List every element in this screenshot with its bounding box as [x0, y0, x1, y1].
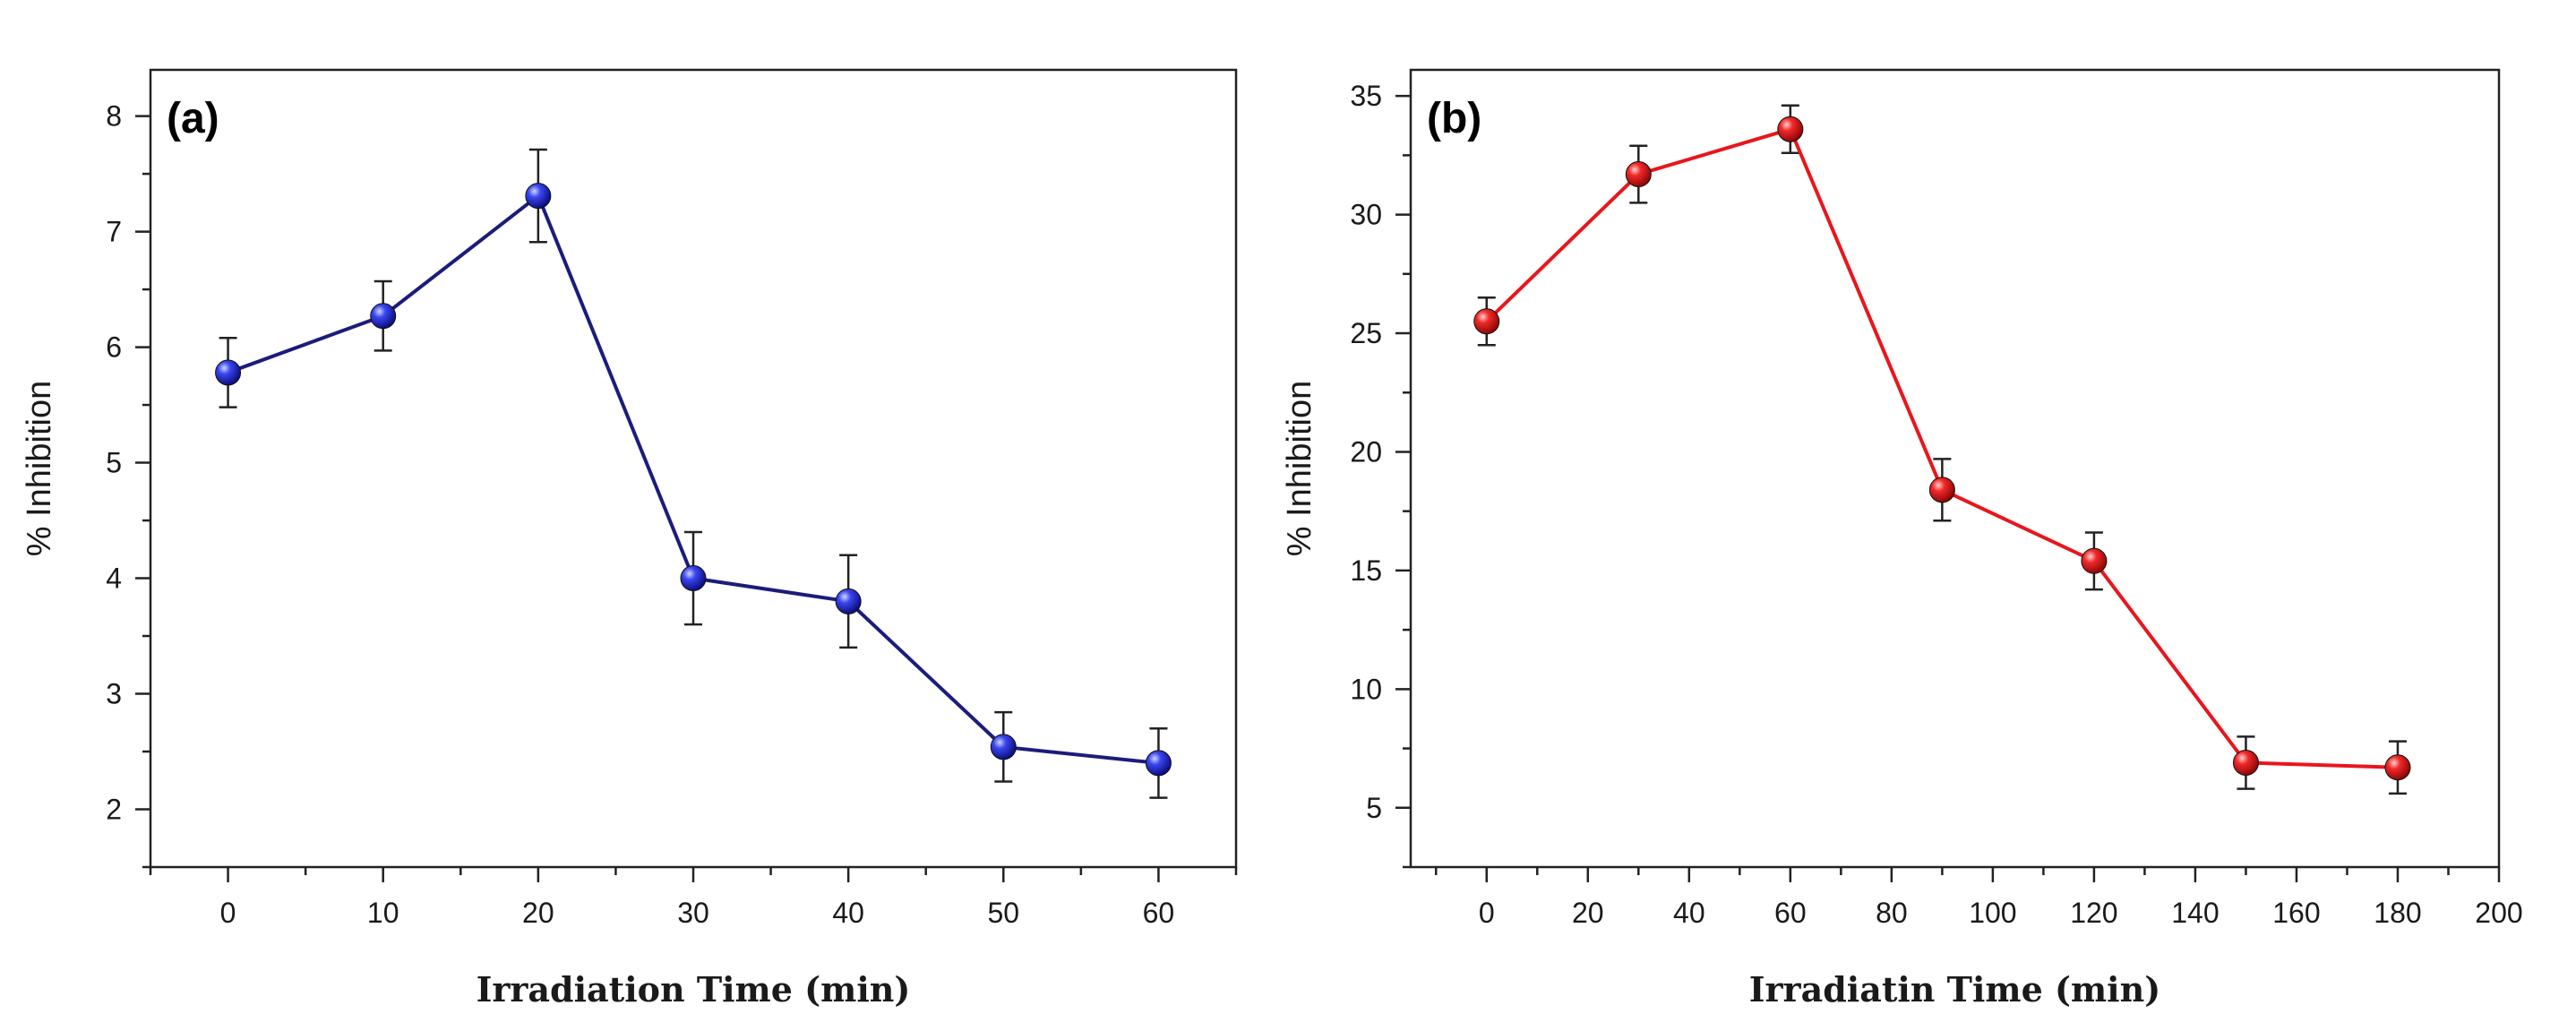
- panel-label-a: (a): [167, 95, 219, 142]
- y-axis-title-b: % Inhibition: [1281, 381, 1318, 556]
- series-line-path-b: [1485, 127, 2399, 769]
- plot-frame-a: [149, 68, 1238, 869]
- data-point-a: [525, 183, 552, 210]
- y-tick-label-b: 10: [1350, 673, 1382, 705]
- x-tick-label-a: 30: [677, 897, 709, 929]
- x-axis-title-b: Irradiatin Time (min): [1749, 969, 2160, 1010]
- x-tick-label-b: 100: [1969, 897, 2016, 929]
- data-point-a: [680, 565, 707, 592]
- x-tick-label-b: 20: [1572, 897, 1604, 929]
- x-tick-label-b: 160: [2272, 897, 2320, 929]
- data-point-b: [2384, 754, 2411, 781]
- y-tick-label-b: 30: [1350, 199, 1382, 231]
- data-point-a: [370, 303, 397, 330]
- y-tick-label-a: 2: [106, 794, 122, 826]
- x-tick-label-a: 10: [367, 897, 399, 929]
- data-point-b: [1928, 477, 1955, 503]
- x-tick-label-b: 80: [1876, 897, 1908, 929]
- x-tick-label-b: 120: [2070, 897, 2117, 929]
- data-points-b: [1473, 116, 2411, 781]
- x-tick-label-a: 40: [832, 897, 864, 929]
- x-axis-ticks-a: 0 10 20 30 40 50 60: [149, 867, 1238, 929]
- plot-frame-b: [1409, 68, 2501, 869]
- y-tick-label-b: 25: [1350, 317, 1382, 349]
- data-point-b: [1473, 308, 1500, 335]
- data-point-a: [215, 359, 242, 386]
- chart-panel-a: 0 10 20 30 40 50 60 2 3 4 5 6 7 8 (a) Irradiation Ti…: [21, 68, 1238, 1010]
- series-line-path-a: [227, 193, 1159, 765]
- y-axis-ticks-a: 2 3 4 5 6 7 8: [106, 100, 150, 869]
- y-tick-label-a: 5: [106, 447, 122, 479]
- data-point-b: [1777, 116, 1804, 142]
- data-point-a: [990, 734, 1017, 760]
- data-point-a: [1145, 750, 1172, 777]
- data-point-b: [2232, 749, 2259, 776]
- y-tick-label-a: 6: [106, 331, 122, 364]
- series-line-b: [1485, 127, 2399, 769]
- x-tick-label-b: 40: [1673, 897, 1705, 929]
- y-tick-label-b: 15: [1350, 554, 1382, 587]
- y-tick-label-a: 4: [106, 563, 122, 595]
- y-axis-title-a: % Inhibition: [21, 381, 58, 556]
- x-tick-label-b: 60: [1774, 897, 1807, 929]
- chart-panel-b: 0 20 40 60 80 100 120 140 160 180 200 5 10 15 20 25 30 3…: [1281, 68, 2523, 1010]
- y-tick-label-a: 8: [106, 100, 122, 133]
- error-bars-b: [1477, 104, 2407, 795]
- y-tick-label-b: 5: [1366, 792, 1382, 824]
- y-tick-label-b: 35: [1350, 80, 1382, 112]
- x-axis-title-a: Irradiation Time (min): [477, 969, 911, 1010]
- x-tick-label-a: 20: [522, 897, 554, 929]
- y-tick-label-a: 7: [106, 216, 122, 248]
- data-point-a: [835, 588, 862, 614]
- x-tick-label-a: 60: [1143, 897, 1175, 929]
- data-points-a: [215, 183, 1172, 777]
- data-point-b: [2081, 547, 2108, 574]
- x-tick-label-b: 140: [2171, 897, 2219, 929]
- data-point-b: [1625, 161, 1652, 188]
- panel-label-b: (b): [1427, 95, 1481, 142]
- x-axis-ticks-b: 0 20 40 60 80 100 120 140 160 180 200: [1435, 867, 2523, 929]
- error-bars-a: [219, 148, 1168, 799]
- x-tick-label-b: 180: [2374, 897, 2421, 929]
- x-tick-label-a: 0: [220, 897, 236, 929]
- y-tick-label-a: 3: [106, 678, 122, 710]
- series-line-a: [227, 193, 1159, 765]
- x-tick-label-a: 50: [987, 897, 1019, 929]
- x-tick-label-b: 0: [1479, 897, 1495, 929]
- y-axis-ticks-b: 5 10 15 20 25 30 35: [1350, 80, 1411, 869]
- x-tick-label-b: 200: [2475, 897, 2522, 929]
- y-tick-label-b: 20: [1350, 435, 1382, 468]
